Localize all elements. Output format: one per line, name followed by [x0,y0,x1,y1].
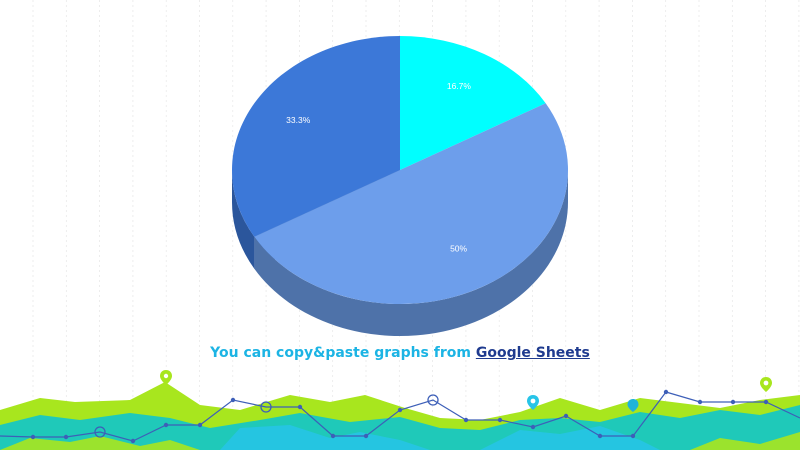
trend-point [197,422,203,428]
pin-icon [160,370,172,385]
trend-points [30,389,769,444]
trend-point [163,422,169,428]
trend-point [30,434,36,440]
lime-front-wave [0,432,800,450]
trend-point [597,433,603,439]
google-sheets-link[interactable]: Google Sheets [475,345,590,361]
trend-point [763,399,769,405]
pin-icon [527,395,539,410]
ring-marker [427,394,439,406]
caption: You can copy&paste graphs from Google Sh… [0,345,800,361]
trend-point [230,397,236,403]
pie-slice [231,36,400,237]
pie-slice [400,36,546,170]
pie-slice-side [232,170,255,269]
ring-marker [94,426,106,438]
trend-point [63,434,69,440]
pin-icon [627,399,639,412]
trend-point [697,399,703,405]
pie-slice-label: 16.7% [447,81,472,91]
ring-marker [260,401,272,413]
pie-slice [254,103,568,304]
trend-point [397,407,403,413]
pie-slice-label: 33.3% [286,115,311,125]
trend-point [563,413,569,419]
footer-decoration [0,370,800,450]
trend-point [363,433,369,439]
trend-point [730,399,736,405]
cyan-wave [220,425,660,450]
trend-point [663,389,669,395]
trend-point [463,417,469,423]
caption-text: You can copy&paste graphs from [210,345,476,361]
trend-point [297,404,303,410]
trend-point [530,424,536,430]
trend-point [497,417,503,423]
trend-point [130,438,136,444]
pin-icon [760,377,772,392]
pie-slice-side [254,170,568,336]
pie-slice-label: 50% [450,243,467,253]
trend-point [330,433,336,439]
trend-point [630,433,636,439]
